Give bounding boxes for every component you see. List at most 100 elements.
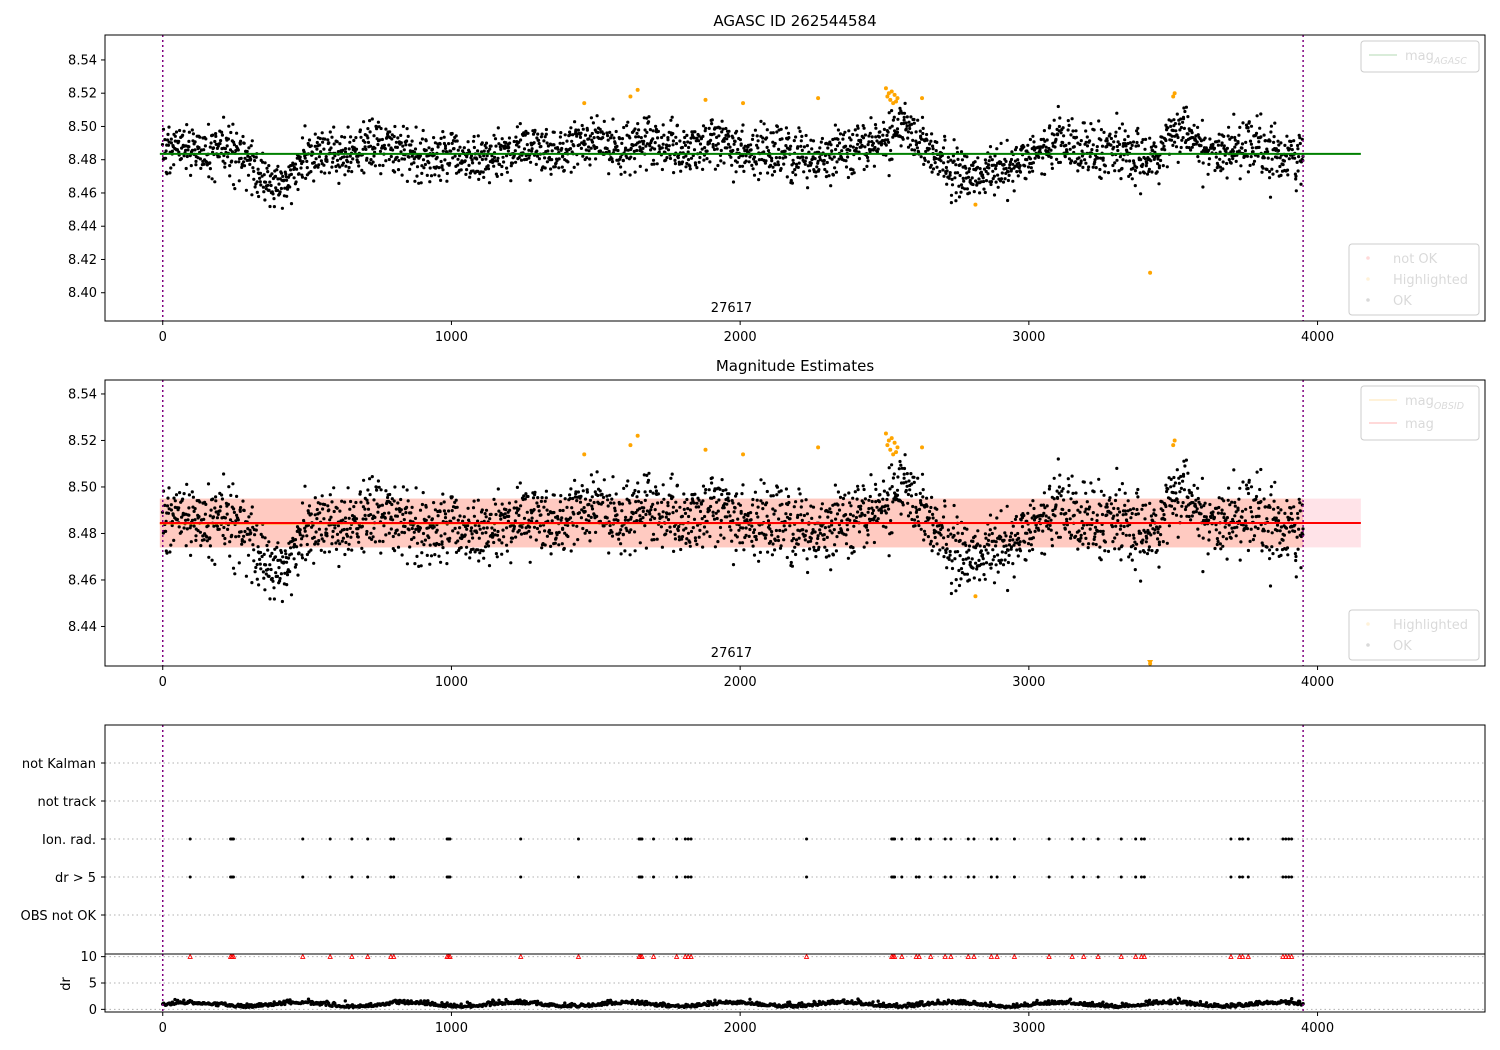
ok-point [1292, 139, 1296, 143]
ok-point [560, 542, 564, 546]
ok-point [272, 205, 276, 209]
ok-point [655, 537, 659, 541]
ok-point [169, 137, 173, 141]
ok-point [1022, 145, 1026, 149]
ok-point [910, 482, 914, 486]
ok-point [789, 512, 793, 517]
ok-point [1024, 558, 1028, 562]
ok-point [313, 496, 317, 500]
ok-point [814, 549, 818, 553]
ok-point [542, 139, 546, 143]
ok-point [907, 479, 911, 483]
ok-point [674, 500, 678, 504]
ok-point [725, 502, 729, 506]
ok-point [1059, 143, 1063, 148]
ok-point [605, 494, 609, 498]
ok-point [381, 163, 385, 168]
ok-point [255, 190, 259, 194]
ok-point [325, 531, 329, 536]
ok-point [587, 502, 591, 506]
ok-point [752, 528, 757, 532]
ok-point [329, 515, 333, 519]
ok-point [870, 135, 874, 139]
ok-point [528, 178, 532, 182]
ok-point [1066, 128, 1070, 132]
ok-point [427, 161, 431, 165]
highlighted-point [816, 96, 821, 101]
ok-point [637, 490, 641, 494]
ok-point [1131, 140, 1136, 144]
ok-point [454, 498, 458, 502]
ok-point [859, 140, 863, 144]
ok-point [267, 188, 271, 192]
ok-point [672, 549, 676, 554]
ok-point [469, 154, 474, 158]
ok-point [862, 487, 866, 492]
ok-point [613, 506, 617, 510]
ok-point [538, 524, 543, 528]
ok-point [818, 155, 822, 159]
ok-point [1057, 485, 1061, 489]
ok-point [450, 509, 454, 513]
ok-point [1240, 142, 1245, 146]
ok-point [452, 516, 456, 520]
ok-point [492, 540, 496, 545]
ok-point [442, 135, 446, 139]
ok-point [262, 173, 266, 177]
ok-point [321, 507, 325, 511]
ok-point [215, 524, 219, 528]
ok-point [467, 150, 472, 154]
ok-point [213, 506, 217, 510]
ok-point [372, 526, 376, 530]
ok-point [973, 160, 977, 164]
ok-point [228, 518, 233, 522]
ok-point [698, 155, 702, 160]
ok-point [413, 147, 418, 151]
ok-point [1028, 137, 1032, 142]
ok-point [415, 541, 420, 545]
ok-point [331, 156, 335, 160]
ok-point [724, 126, 728, 131]
agasc-panel-xtick-label: 2000 [724, 330, 757, 345]
ok-point [1014, 514, 1019, 519]
ok-point [518, 481, 522, 485]
ok-point [661, 483, 665, 487]
ok-point [1276, 139, 1280, 143]
ok-point [659, 525, 664, 529]
ok-point [884, 143, 888, 147]
ok-point [688, 141, 693, 145]
ok-point [1085, 144, 1090, 148]
ok-point [654, 124, 658, 128]
ok-point [861, 484, 865, 488]
ok-point [728, 145, 732, 149]
ok-point [983, 532, 988, 536]
ok-point [1018, 170, 1023, 174]
ok-point [477, 177, 481, 181]
ok-point [363, 507, 367, 511]
ok-point [1111, 540, 1115, 544]
ok-point [983, 158, 988, 162]
ok-point [257, 583, 261, 587]
ok-point [986, 551, 990, 555]
ok-point [844, 513, 848, 517]
ok-point [345, 155, 349, 159]
ok-point [373, 164, 377, 168]
ok-point [430, 147, 434, 151]
ok-point [486, 544, 491, 548]
ok-point [958, 173, 962, 178]
ok-point [499, 147, 503, 151]
ok-point [857, 157, 862, 161]
ok-point [532, 508, 536, 512]
ok-point [954, 191, 958, 195]
ok-point [982, 179, 986, 184]
ok-point [616, 148, 620, 153]
ok-point [982, 573, 986, 577]
ok-point [956, 157, 960, 161]
ok-point [632, 149, 636, 153]
ok-point [796, 513, 800, 517]
ok-point [168, 550, 172, 554]
ok-point [1268, 170, 1272, 174]
ok-point [1115, 111, 1119, 115]
ok-point [924, 149, 928, 154]
ok-point [476, 134, 480, 138]
